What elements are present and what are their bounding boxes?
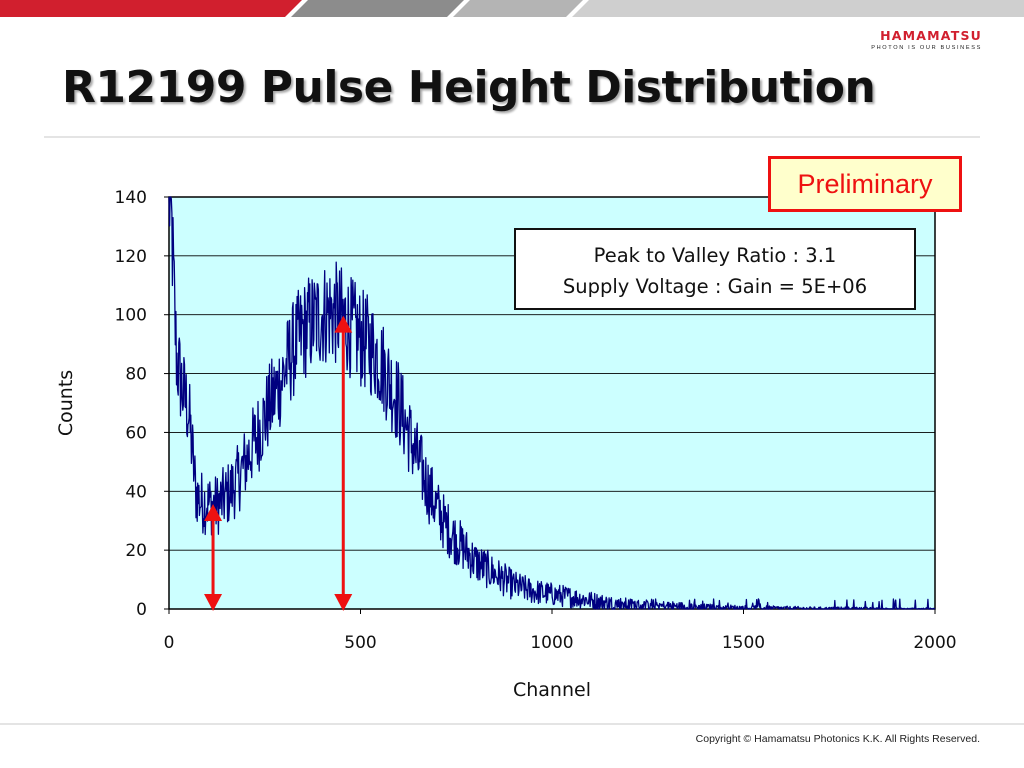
- y-tick-label-140: 140: [115, 188, 147, 208]
- x-axis-label: Channel: [513, 679, 591, 701]
- stripe-red: [0, 0, 302, 17]
- y-tick-label-80: 80: [125, 365, 147, 385]
- y-tick-label-120: 120: [115, 247, 147, 267]
- header-stripes: [0, 0, 1024, 17]
- stripe-gray-2: [453, 0, 583, 17]
- y-tick-label-20: 20: [125, 541, 147, 561]
- peak-arrow-head-top: [334, 315, 353, 333]
- series-line: [168, 196, 936, 610]
- y-tick-label-0: 0: [136, 600, 147, 620]
- x-tick-label-0: 0: [164, 633, 175, 653]
- y-tick-label-100: 100: [115, 306, 147, 326]
- x-tick-label-500: 500: [344, 633, 376, 653]
- supply-voltage-text: Supply Voltage : Gain = 5E+06: [562, 275, 868, 298]
- preliminary-badge: Preliminary: [768, 156, 962, 212]
- peak-arrow-head-bottom: [334, 594, 353, 611]
- annotation-box: Peak to Valley Ratio : 3.1 Supply Voltag…: [514, 228, 916, 310]
- y-tick-label-60: 60: [125, 423, 147, 443]
- hamamatsu-logo: HAMAMATSU PHOTON IS OUR BUSINESS: [846, 28, 982, 51]
- page-title: R12199 Pulse Height Distribution: [62, 62, 876, 113]
- valley-arrow-head-bottom: [204, 594, 223, 611]
- x-tick-label-1500: 1500: [722, 633, 765, 653]
- x-tick-label-2000: 2000: [913, 633, 956, 653]
- x-tick-label-1000: 1000: [530, 633, 573, 653]
- y-axis-label: Counts: [55, 370, 77, 436]
- y-tick-label-40: 40: [125, 482, 147, 502]
- stripe-gray-1: [291, 0, 464, 17]
- logo-tagline: PHOTON IS OUR BUSINESS: [871, 45, 982, 51]
- stripe-gray-3: [572, 0, 1024, 17]
- peak-valley-text: Peak to Valley Ratio : 3.1: [593, 244, 837, 267]
- valley-arrow-head-top: [204, 504, 223, 521]
- logo-wordmark: HAMAMATSU: [880, 28, 982, 43]
- copyright-text: Copyright © Hamamatsu Photonics K.K. All…: [695, 733, 980, 745]
